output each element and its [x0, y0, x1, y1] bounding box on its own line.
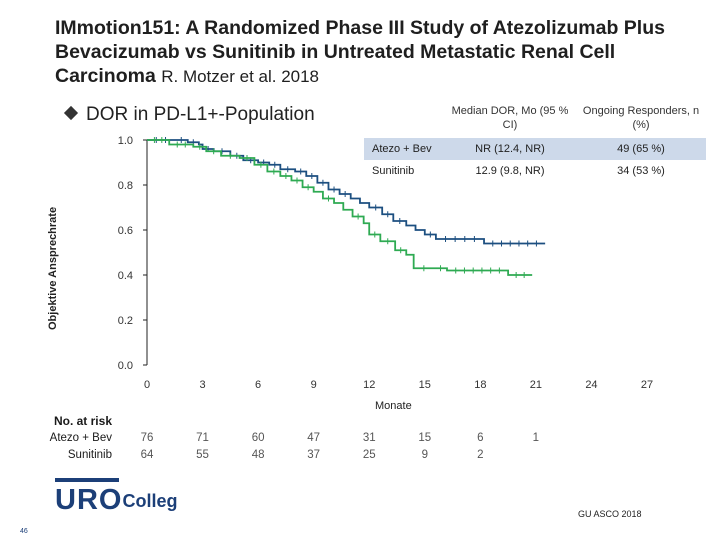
risk-value: 9 — [421, 449, 428, 461]
title-author: R. Motzer et al. 2018 — [161, 67, 320, 86]
x-tick-label: 6 — [255, 379, 261, 391]
risk-value: 71 — [196, 432, 209, 444]
km-curve-sunitinib — [147, 139, 533, 276]
subtitle: DOR in PD-L1+-Population — [63, 104, 315, 126]
legend-median: 12.9 (9.8, NR) — [475, 165, 545, 177]
x-tick-label: 12 — [363, 379, 375, 391]
subtitle-text: DOR in PD-L1+-Population — [86, 104, 315, 125]
risk-value: 48 — [251, 449, 265, 461]
risk-value: 1 — [532, 432, 540, 444]
legend-ongoing: 49 (65 %) — [576, 138, 706, 160]
x-tick-label: 21 — [530, 379, 542, 391]
legend-table: Median DOR, Mo (95 % CI) Ongoing Respond… — [364, 104, 706, 182]
legend-header-median: Median DOR, Mo (95 % CI) — [451, 105, 569, 131]
risk-value: 2 — [477, 449, 484, 461]
y-tick-label: 0.0 — [118, 360, 133, 372]
logo-sub: Colleg — [122, 491, 178, 511]
x-tick-label: 24 — [585, 379, 597, 391]
risk-value: 31 — [362, 432, 376, 444]
x-axis-label: Monate — [375, 400, 412, 412]
slide-title: IMmotion151: A Randomized Phase III Stud… — [55, 16, 705, 89]
x-tick-label: 27 — [641, 379, 653, 391]
x-tick-label: 18 — [474, 379, 486, 391]
legend-arm: Atezo + Bev — [364, 138, 444, 160]
risk-value: 64 — [140, 449, 154, 461]
risk-value: 25 — [362, 449, 376, 461]
x-tick-label: 9 — [311, 379, 317, 391]
y-tick-label: 1.0 — [118, 135, 133, 147]
chart-curves — [147, 137, 546, 278]
chart-axes: 0.0 0.2 0.4 0.6 0.8 1.0 0 3 6 9 12 15 18 21 24 27 — [118, 135, 653, 391]
legend-ongoing: 34 (53 %) — [617, 165, 665, 177]
legend-header-ongoing: Ongoing Responders, n (%) — [582, 105, 700, 131]
risk-header-text: No. at risk — [53, 414, 112, 428]
risk-label-sunitinib: Sunitinib — [67, 449, 112, 461]
y-tick-label: 0.6 — [118, 225, 133, 237]
page-number: 46 — [20, 528, 28, 535]
legend-row-sunitinib: Sunitinib 12.9 (9.8, NR) 34 (53 %) — [364, 160, 706, 182]
risk-value: 60 — [251, 432, 265, 444]
risk-value: 76 — [140, 432, 154, 444]
risk-value: 15 — [418, 432, 432, 444]
y-tick-label: 0.2 — [118, 315, 133, 327]
legend-median: NR (12.4, NR) — [444, 138, 576, 160]
urocollege-logo: UROColleg — [55, 478, 178, 517]
y-tick-label: 0.4 — [118, 270, 133, 282]
risk-value: 37 — [307, 449, 321, 461]
logo-bar — [55, 478, 119, 482]
x-tick-label: 3 — [199, 379, 205, 391]
x-tick-label: 15 — [419, 379, 431, 391]
legend-arm: Sunitinib — [372, 165, 415, 177]
x-tick-label: 0 — [144, 379, 150, 391]
title-main: IMmotion151: A Randomized Phase III Stud… — [55, 17, 665, 87]
logo-text: URO — [55, 484, 123, 516]
y-tick-label: 0.8 — [118, 180, 133, 192]
footer-source: GU ASCO 2018 — [578, 509, 642, 519]
risk-value: 6 — [477, 432, 484, 444]
legend-row-atezo: Atezo + Bev NR (12.4, NR) 49 (65 %) — [364, 138, 706, 160]
risk-table-header: No. at risk — [0, 414, 112, 428]
risk-value: 47 — [307, 432, 321, 444]
risk-value: 55 — [196, 449, 209, 461]
risk-label-atezo: Atezo + Bev — [49, 432, 112, 444]
